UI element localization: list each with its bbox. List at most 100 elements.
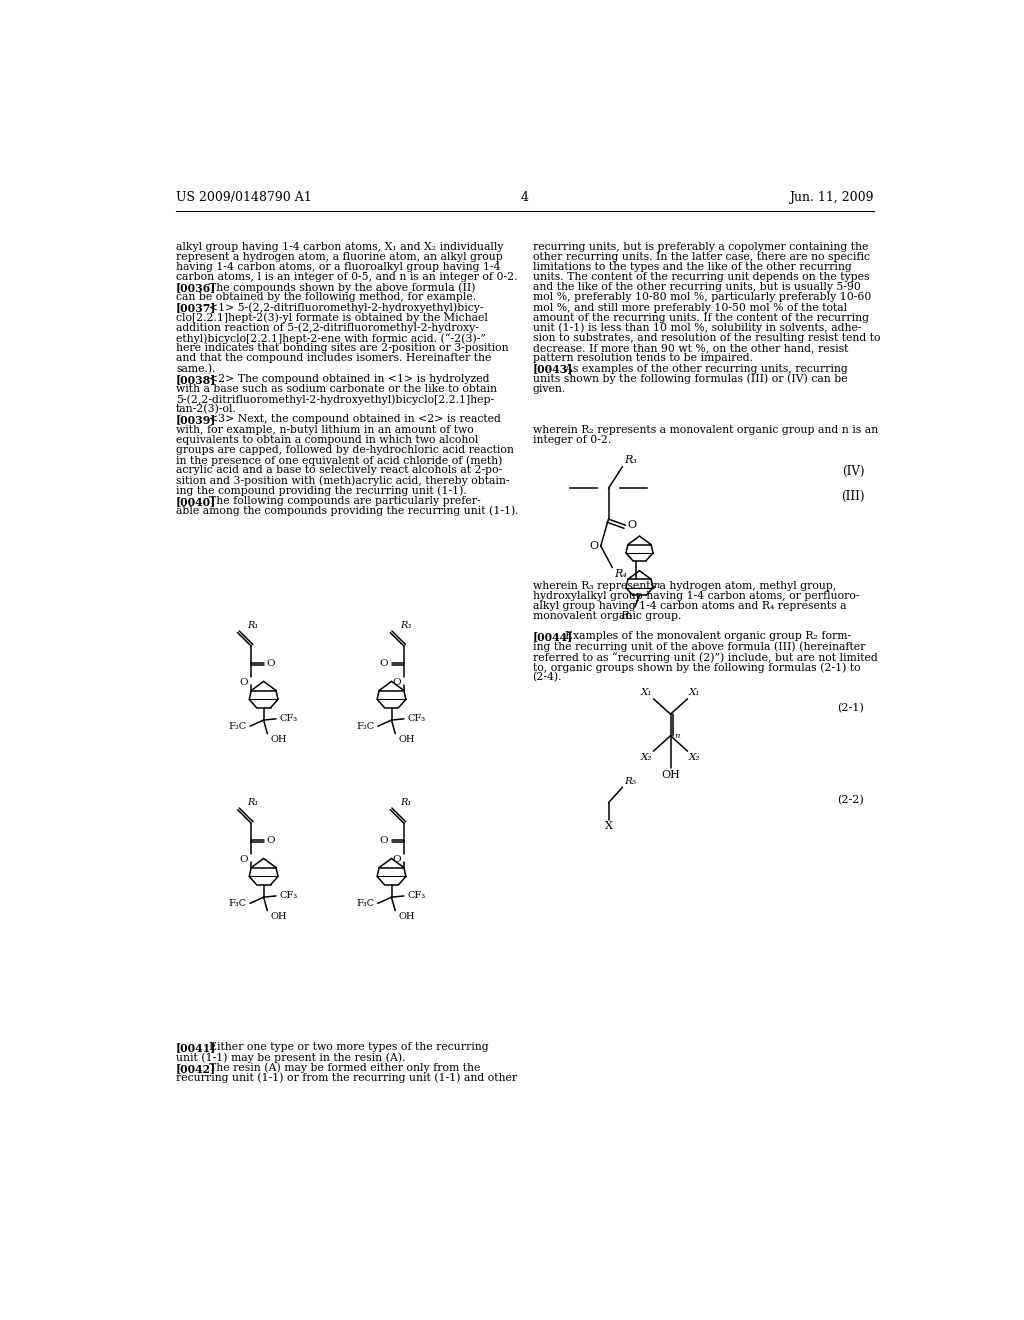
Text: <1> 5-(2,2-ditrifluoromethyl-2-hydroxyethyl)bicy-: <1> 5-(2,2-ditrifluoromethyl-2-hydroxyet… (195, 302, 483, 313)
Text: [0040]: [0040] (176, 495, 216, 507)
Text: equivalents to obtain a compound in which two alcohol: equivalents to obtain a compound in whic… (176, 434, 478, 445)
Text: O: O (628, 520, 637, 531)
Text: integer of 0-2.: integer of 0-2. (532, 434, 610, 445)
Text: ing the recurring unit of the above formula (III) (hereinafter: ing the recurring unit of the above form… (532, 642, 865, 652)
Text: addition reaction of 5-(2,2-ditrifluoromethyl-2-hydroxy-: addition reaction of 5-(2,2-ditrifluorom… (176, 323, 479, 334)
Text: The compounds shown by the above formula (II): The compounds shown by the above formula… (195, 282, 475, 293)
Text: with a base such as sodium carbonate or the like to obtain: with a base such as sodium carbonate or … (176, 384, 497, 393)
Text: (III): (III) (841, 490, 864, 503)
Text: CF₃: CF₃ (280, 891, 297, 900)
Text: OH: OH (398, 912, 415, 921)
Text: US 2009/0148790 A1: US 2009/0148790 A1 (176, 190, 311, 203)
Text: other recurring units. In the latter case, there are no specific: other recurring units. In the latter cas… (532, 252, 869, 261)
Text: [0043]: [0043] (532, 363, 572, 375)
Text: X₁: X₁ (640, 688, 652, 697)
Text: R₄: R₄ (614, 569, 627, 579)
Text: wherein R₃ represents a hydrogen atom, methyl group,: wherein R₃ represents a hydrogen atom, m… (532, 581, 836, 590)
Text: X₁: X₁ (689, 688, 700, 697)
Text: wherein R₂ represents a monovalent organic group and n is an: wherein R₂ represents a monovalent organ… (532, 425, 878, 434)
Text: O: O (240, 855, 248, 863)
Text: O: O (392, 855, 400, 863)
Text: unit (1-1) is less than 10 mol %, solubility in solvents, adhe-: unit (1-1) is less than 10 mol %, solubi… (532, 323, 861, 334)
Text: [0037]: [0037] (176, 302, 216, 314)
Text: given.: given. (532, 384, 566, 393)
Text: sition and 3-position with (meth)acrylic acid, thereby obtain-: sition and 3-position with (meth)acrylic… (176, 475, 510, 486)
Text: (2-4).: (2-4). (532, 672, 562, 682)
Text: O: O (380, 659, 388, 668)
Text: [0041]: [0041] (176, 1043, 216, 1053)
Text: OH: OH (662, 770, 680, 780)
Text: R₃: R₃ (400, 622, 412, 630)
Text: same.).: same.). (176, 363, 215, 374)
Text: The resin (A) may be formed either only from the: The resin (A) may be formed either only … (195, 1063, 480, 1073)
Text: mol %, and still more preferably 10-50 mol % of the total: mol %, and still more preferably 10-50 m… (532, 302, 847, 313)
Text: alkyl group having 1-4 carbon atoms, X₁ and X₂ individually: alkyl group having 1-4 carbon atoms, X₁ … (176, 242, 504, 252)
Text: pattern resolution tends to be impaired.: pattern resolution tends to be impaired. (532, 354, 753, 363)
Text: groups are capped, followed by de-hydrochloric acid reaction: groups are capped, followed by de-hydroc… (176, 445, 514, 455)
Text: sion to substrates, and resolution of the resulting resist tend to: sion to substrates, and resolution of th… (532, 333, 880, 343)
Text: [0044]: [0044] (532, 631, 572, 643)
Text: to, organic groups shown by the following formulas (2-1) to: to, organic groups shown by the followin… (532, 663, 860, 673)
Text: Examples of the monovalent organic group R₂ form-: Examples of the monovalent organic group… (551, 631, 852, 642)
Text: n: n (675, 731, 680, 739)
Text: able among the compounds providing the recurring unit (1-1).: able among the compounds providing the r… (176, 506, 519, 516)
Text: mol %, preferably 10-80 mol %, particularly preferably 10-60: mol %, preferably 10-80 mol %, particula… (532, 293, 871, 302)
Text: F₃C: F₃C (228, 722, 247, 731)
Text: recurring unit (1-1) or from the recurring unit (1-1) and other: recurring unit (1-1) or from the recurri… (176, 1073, 517, 1084)
Text: and the like of the other recurring units, but is usually 5-90: and the like of the other recurring unit… (532, 282, 860, 292)
Text: here indicates that bonding sites are 2-position or 3-position: here indicates that bonding sites are 2-… (176, 343, 509, 354)
Text: 4: 4 (521, 190, 528, 203)
Text: O: O (266, 836, 275, 845)
Text: referred to as “recurring unit (2)”) include, but are not limited: referred to as “recurring unit (2)”) inc… (532, 652, 878, 663)
Text: F₃C: F₃C (356, 899, 375, 908)
Text: F₃C: F₃C (356, 722, 375, 731)
Text: amount of the recurring units. If the content of the recurring: amount of the recurring units. If the co… (532, 313, 868, 322)
Text: (IV): (IV) (842, 465, 864, 478)
Text: R₁: R₁ (248, 799, 259, 808)
Text: with, for example, n-butyl lithium in an amount of two: with, for example, n-butyl lithium in an… (176, 425, 474, 434)
Text: R₁: R₁ (400, 799, 412, 808)
Text: X₂: X₂ (640, 752, 652, 762)
Text: Jun. 11, 2009: Jun. 11, 2009 (790, 190, 873, 203)
Text: (2-2): (2-2) (838, 795, 864, 805)
Text: (2-1): (2-1) (838, 702, 864, 713)
Text: CF₃: CF₃ (407, 714, 425, 723)
Text: As examples of the other recurring units, recurring: As examples of the other recurring units… (551, 363, 848, 374)
Text: O: O (380, 836, 388, 845)
Text: ing the compound providing the recurring unit (1-1).: ing the compound providing the recurring… (176, 486, 467, 496)
Text: carbon atoms, l is an integer of 0-5, and n is an integer of 0-2.: carbon atoms, l is an integer of 0-5, an… (176, 272, 517, 282)
Text: recurring units, but is preferably a copolymer containing the: recurring units, but is preferably a cop… (532, 242, 868, 252)
Text: OH: OH (270, 735, 287, 744)
Text: R₂: R₂ (621, 611, 633, 620)
Text: <3> Next, the compound obtained in <2> is reacted: <3> Next, the compound obtained in <2> i… (195, 414, 501, 424)
Text: in the presence of one equivalent of acid chloride of (meth): in the presence of one equivalent of aci… (176, 455, 503, 466)
Text: tan-2(3)-ol.: tan-2(3)-ol. (176, 404, 237, 414)
Text: O: O (589, 541, 598, 550)
Text: [0038]: [0038] (176, 374, 216, 384)
Text: and that the compound includes isomers. Hereinafter the: and that the compound includes isomers. … (176, 354, 492, 363)
Text: unit (1-1) may be present in the resin (A).: unit (1-1) may be present in the resin (… (176, 1052, 406, 1063)
Text: R₁: R₁ (248, 622, 259, 630)
Text: [0036]: [0036] (176, 282, 216, 293)
Text: R₅: R₅ (624, 776, 636, 785)
Text: can be obtained by the following method, for example.: can be obtained by the following method,… (176, 293, 476, 302)
Text: ethyl)bicyclo[2.2.1]hept-2-ene with formic acid. (“-2(3)-”: ethyl)bicyclo[2.2.1]hept-2-ene with form… (176, 333, 486, 343)
Text: <2> The compound obtained in <1> is hydrolyzed: <2> The compound obtained in <1> is hydr… (195, 374, 489, 384)
Text: OH: OH (270, 912, 287, 921)
Text: X: X (604, 821, 612, 832)
Text: [0039]: [0039] (176, 414, 216, 425)
Text: alkyl group having 1-4 carbon atoms and R₄ represents a: alkyl group having 1-4 carbon atoms and … (532, 601, 846, 611)
Text: units shown by the following formulas (III) or (IV) can be: units shown by the following formulas (I… (532, 374, 847, 384)
Text: 5-(2,2-ditrifluoromethyl-2-hydroxyethyl)bicyclo[2.2.1]hep-: 5-(2,2-ditrifluoromethyl-2-hydroxyethyl)… (176, 393, 495, 405)
Text: CF₃: CF₃ (280, 714, 297, 723)
Text: [0042]: [0042] (176, 1063, 216, 1073)
Text: acrylic acid and a base to selectively react alcohols at 2-po-: acrylic acid and a base to selectively r… (176, 465, 503, 475)
Text: monovalent organic group.: monovalent organic group. (532, 611, 681, 622)
Text: CF₃: CF₃ (407, 891, 425, 900)
Text: clo[2.2.1]hept-2(3)-yl formate is obtained by the Michael: clo[2.2.1]hept-2(3)-yl formate is obtain… (176, 313, 487, 323)
Text: The following compounds are particularly prefer-: The following compounds are particularly… (195, 495, 480, 506)
Text: X₂: X₂ (689, 752, 700, 762)
Text: Either one type or two more types of the recurring: Either one type or two more types of the… (195, 1043, 488, 1052)
Text: hydroxylalkyl group having 1-4 carbon atoms, or perfluoro-: hydroxylalkyl group having 1-4 carbon at… (532, 591, 859, 601)
Text: O: O (240, 677, 248, 686)
